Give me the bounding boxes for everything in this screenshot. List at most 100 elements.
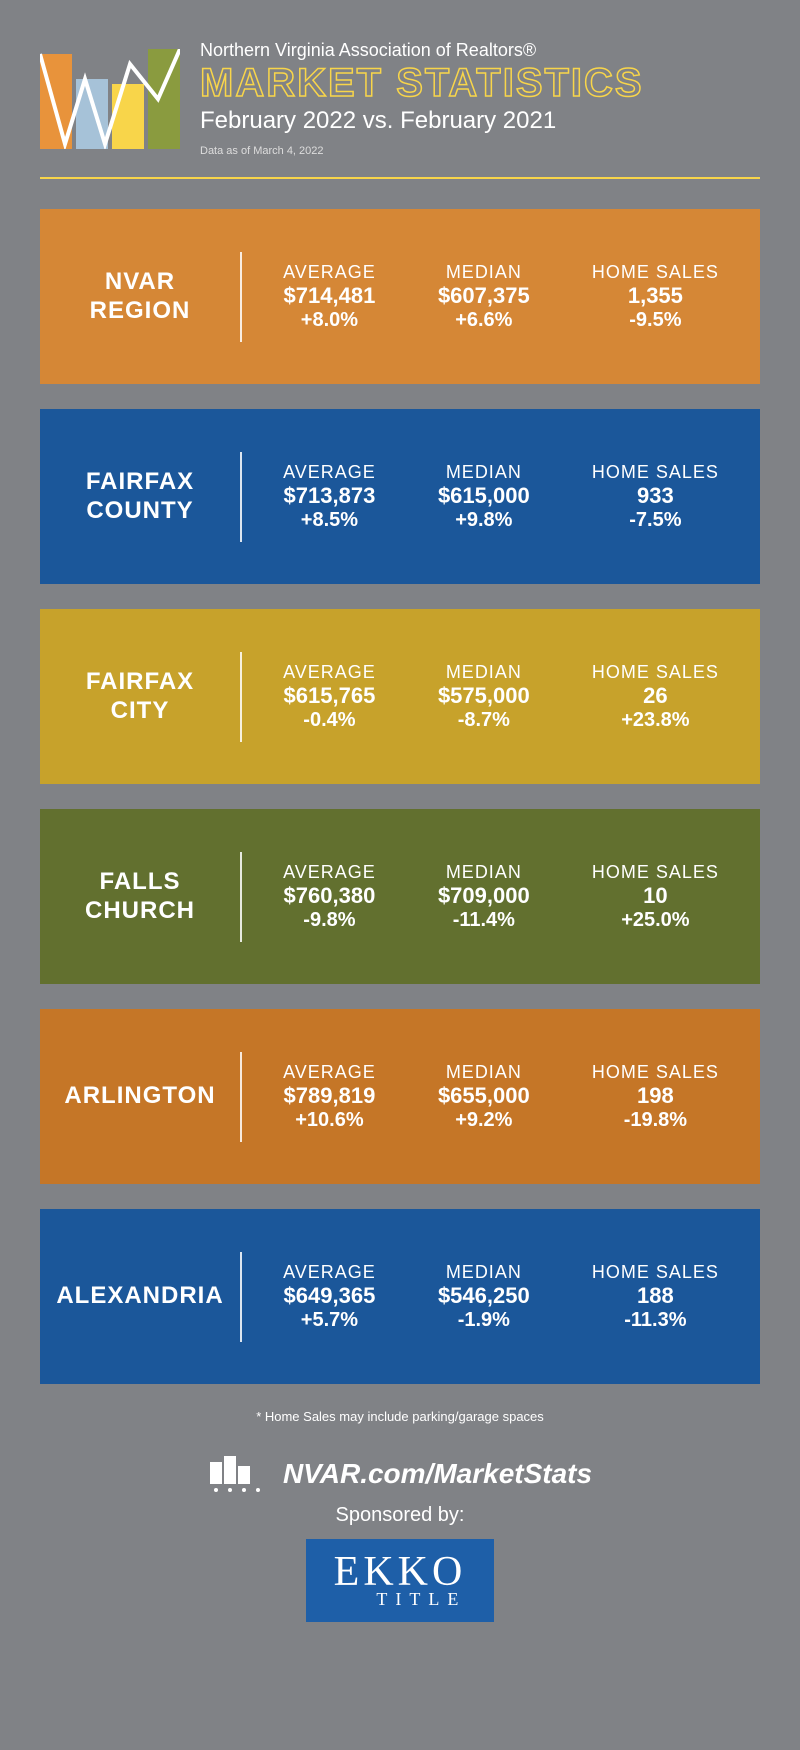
footer-url[interactable]: NVAR.com/MarketStats [0, 1454, 800, 1494]
sponsored-label: Sponsored by: [0, 1504, 800, 1527]
metric-change: +8.5% [283, 509, 376, 532]
metric-median: MEDIAN $655,000 +9.2% [438, 1062, 530, 1132]
metric-label: MEDIAN [438, 662, 530, 683]
metric-value: $789,819 [283, 1083, 376, 1109]
region-name: FAIRFAXCOUNTY [40, 468, 240, 526]
metric-median: MEDIAN $607,375 +6.6% [438, 262, 530, 332]
region-name: FALLSCHURCH [40, 868, 240, 926]
metric-change: -1.9% [438, 1309, 530, 1332]
metric-value: 26 [592, 683, 719, 709]
region-name: FAIRFAXCITY [40, 668, 240, 726]
metric-label: AVERAGE [283, 1262, 376, 1283]
metric-sales: HOME SALES 26 +23.8% [592, 662, 719, 732]
metric-value: $655,000 [438, 1083, 530, 1109]
metric-sales: HOME SALES 188 -11.3% [592, 1262, 719, 1332]
metric-value: 188 [592, 1283, 719, 1309]
metric-label: AVERAGE [283, 1062, 376, 1083]
page-title: MARKET STATISTICS [200, 63, 760, 103]
metric-sales: HOME SALES 1,355 -9.5% [592, 262, 719, 332]
region-panel: NVARREGION AVERAGE $714,481 +8.0% MEDIAN… [40, 209, 760, 384]
metric-value: 198 [592, 1083, 719, 1109]
header: Northern Virginia Association of Realtor… [0, 0, 800, 177]
metric-change: +9.2% [438, 1109, 530, 1132]
sponsor-logo: EKKO TITLE [306, 1539, 495, 1622]
metric-label: HOME SALES [592, 862, 719, 883]
footer: NVAR.com/MarketStats Sponsored by: EKKO … [0, 1444, 800, 1662]
metric-average: AVERAGE $760,380 -9.8% [283, 862, 376, 932]
metric-change: -7.5% [592, 509, 719, 532]
metrics-row: AVERAGE $789,819 +10.6% MEDIAN $655,000 … [242, 1062, 760, 1132]
metric-label: HOME SALES [592, 662, 719, 683]
metric-change: -11.4% [438, 909, 530, 932]
footer-url-text: NVAR.com/MarketStats [283, 1458, 592, 1490]
region-panel: ARLINGTON AVERAGE $789,819 +10.6% MEDIAN… [40, 1009, 760, 1184]
sponsor-name: EKKO [334, 1551, 467, 1593]
metric-label: MEDIAN [438, 262, 530, 283]
region-name: NVARREGION [40, 268, 240, 326]
metric-change: +9.8% [438, 509, 530, 532]
metric-change: -8.7% [438, 709, 530, 732]
region-panel: FALLSCHURCH AVERAGE $760,380 -9.8% MEDIA… [40, 809, 760, 984]
metric-value: $607,375 [438, 283, 530, 309]
metrics-row: AVERAGE $760,380 -9.8% MEDIAN $709,000 -… [242, 862, 760, 932]
metric-change: -0.4% [283, 709, 376, 732]
metric-value: $709,000 [438, 883, 530, 909]
metric-change: +8.0% [283, 309, 376, 332]
metric-change: +10.6% [283, 1109, 376, 1132]
metric-average: AVERAGE $789,819 +10.6% [283, 1062, 376, 1132]
panels-container: NVARREGION AVERAGE $714,481 +8.0% MEDIAN… [0, 209, 800, 1384]
metric-average: AVERAGE $714,481 +8.0% [283, 262, 376, 332]
metric-change: -19.8% [592, 1109, 719, 1132]
metric-value: $713,873 [283, 483, 376, 509]
metric-label: AVERAGE [283, 462, 376, 483]
metric-change: +25.0% [592, 909, 719, 932]
metrics-row: AVERAGE $615,765 -0.4% MEDIAN $575,000 -… [242, 662, 760, 732]
metrics-row: AVERAGE $713,873 +8.5% MEDIAN $615,000 +… [242, 462, 760, 532]
region-panel: ALEXANDRIA AVERAGE $649,365 +5.7% MEDIAN… [40, 1209, 760, 1384]
metric-label: MEDIAN [438, 462, 530, 483]
footnote: * Home Sales may include parking/garage … [0, 1409, 800, 1424]
metric-value: $575,000 [438, 683, 530, 709]
metric-average: AVERAGE $713,873 +8.5% [283, 462, 376, 532]
metric-sales: HOME SALES 198 -19.8% [592, 1062, 719, 1132]
region-name: ALEXANDRIA [40, 1282, 240, 1311]
metric-label: AVERAGE [283, 262, 376, 283]
subtitle: February 2022 vs. February 2021 [200, 107, 760, 135]
metric-median: MEDIAN $546,250 -1.9% [438, 1262, 530, 1332]
metric-value: $760,380 [283, 883, 376, 909]
metric-average: AVERAGE $615,765 -0.4% [283, 662, 376, 732]
metric-value: $615,000 [438, 483, 530, 509]
region-name: ARLINGTON [40, 1082, 240, 1111]
metric-label: HOME SALES [592, 262, 719, 283]
metric-value: 10 [592, 883, 719, 909]
metric-median: MEDIAN $709,000 -11.4% [438, 862, 530, 932]
buildings-icon [208, 1454, 268, 1494]
region-panel: FAIRFAXCITY AVERAGE $615,765 -0.4% MEDIA… [40, 609, 760, 784]
metric-value: $546,250 [438, 1283, 530, 1309]
metric-change: +5.7% [283, 1309, 376, 1332]
metric-sales: HOME SALES 933 -7.5% [592, 462, 719, 532]
metric-label: HOME SALES [592, 1062, 719, 1083]
metric-change: -9.5% [592, 309, 719, 332]
metric-label: MEDIAN [438, 862, 530, 883]
metric-value: 933 [592, 483, 719, 509]
metric-label: MEDIAN [438, 1262, 530, 1283]
logo-bars-icon [40, 49, 180, 149]
metric-value: $615,765 [283, 683, 376, 709]
metric-value: $714,481 [283, 283, 376, 309]
metric-change: -11.3% [592, 1309, 719, 1332]
metric-median: MEDIAN $615,000 +9.8% [438, 462, 530, 532]
metric-change: +23.8% [592, 709, 719, 732]
metric-value: $649,365 [283, 1283, 376, 1309]
metric-label: HOME SALES [592, 1262, 719, 1283]
metric-label: MEDIAN [438, 1062, 530, 1083]
metric-label: AVERAGE [283, 862, 376, 883]
metric-sales: HOME SALES 10 +25.0% [592, 862, 719, 932]
metric-label: HOME SALES [592, 462, 719, 483]
metric-label: AVERAGE [283, 662, 376, 683]
metric-average: AVERAGE $649,365 +5.7% [283, 1262, 376, 1332]
metrics-row: AVERAGE $649,365 +5.7% MEDIAN $546,250 -… [242, 1262, 760, 1332]
metrics-row: AVERAGE $714,481 +8.0% MEDIAN $607,375 +… [242, 262, 760, 332]
region-panel: FAIRFAXCOUNTY AVERAGE $713,873 +8.5% MED… [40, 409, 760, 584]
org-name: Northern Virginia Association of Realtor… [200, 40, 760, 61]
